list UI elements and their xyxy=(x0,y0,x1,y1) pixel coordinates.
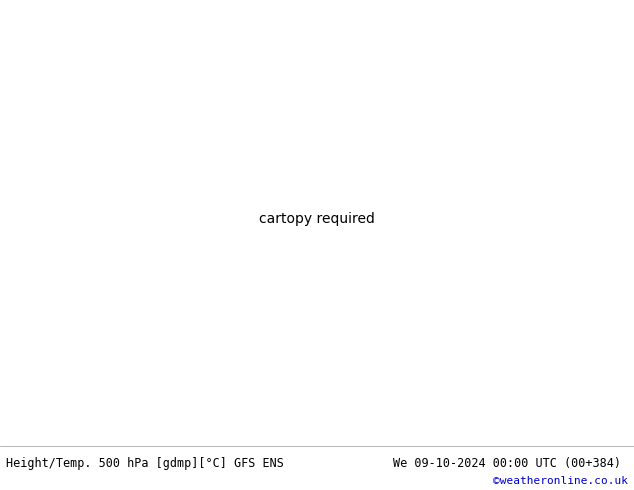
Text: We 09-10-2024 00:00 UTC (00+384): We 09-10-2024 00:00 UTC (00+384) xyxy=(393,457,621,470)
Text: Height/Temp. 500 hPa [gdmp][°C] GFS ENS: Height/Temp. 500 hPa [gdmp][°C] GFS ENS xyxy=(6,457,284,470)
Text: cartopy required: cartopy required xyxy=(259,212,375,226)
Text: ©weatheronline.co.uk: ©weatheronline.co.uk xyxy=(493,476,628,487)
